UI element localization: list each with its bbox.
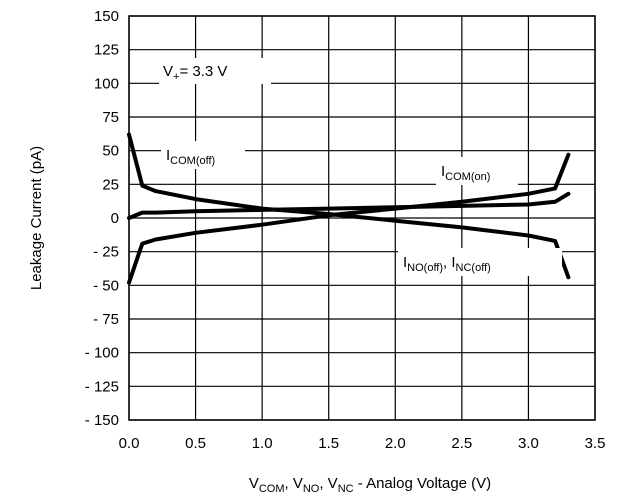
x-axis-label-part: , V: [319, 475, 337, 492]
x-tick-label: 2.0: [385, 435, 406, 452]
y-tick-label: 75: [102, 109, 119, 126]
annotation-icom-off-label-part: I: [166, 147, 170, 164]
y-tick-label: 25: [102, 176, 119, 193]
y-tick-label: - 125: [85, 378, 119, 395]
x-axis-label: VCOM, VNO, VNC - Analog Voltage (V): [249, 475, 491, 495]
annotation-supply-part: V: [163, 63, 173, 80]
series-lines: [127, 132, 571, 285]
annotation-icom-on-label-part: COM(on): [445, 171, 490, 183]
x-tick-label: 1.5: [318, 435, 339, 452]
annotation-icom-off-label-part: COM(off): [170, 155, 215, 167]
x-tick-label: 0.5: [185, 435, 206, 452]
y-tick-label: - 150: [85, 412, 119, 429]
annotation-icom-on-label-part: I: [441, 163, 445, 180]
y-tick-label: - 50: [93, 277, 119, 294]
y-tick-label: 125: [94, 42, 119, 59]
x-tick-label: 3.5: [585, 435, 606, 452]
series-line-icom-on: [127, 152, 571, 285]
x-tick-label: 1.0: [252, 435, 273, 452]
x-tick-labels: 0.0 0.5 1.0 1.5 2.0 2.5 3.0 3.5: [119, 435, 606, 452]
x-tick-label: 0.0: [119, 435, 140, 452]
annotation-ino-label: INO(off), INC(off): [403, 254, 491, 274]
annotation-backing: [398, 248, 562, 276]
y-tick-label: 0: [111, 210, 119, 227]
annotation-supply-part: +: [173, 71, 179, 83]
y-tick-label: - 100: [85, 345, 119, 362]
annotation-supply: V+= 3.3 V: [163, 63, 227, 83]
x-tick-label: 2.5: [451, 435, 472, 452]
x-axis-label-part: NC: [338, 483, 354, 495]
series-line-ino-off: [127, 191, 571, 220]
y-tick-label: - 25: [93, 244, 119, 261]
annotation-backing: [436, 157, 518, 185]
annotation-ino-label-part: I: [403, 254, 407, 271]
annotation-ino-label-part: , I: [443, 254, 456, 271]
annotation-ino-label-part: NC(off): [456, 262, 491, 274]
x-axis-label-part: V: [249, 475, 259, 492]
annotation-ino-label-part: NO(off): [407, 262, 443, 274]
x-axis-label-part: COM: [259, 483, 285, 495]
x-axis-label-part: - Analog Voltage (V): [354, 475, 492, 492]
y-tick-label: 50: [102, 143, 119, 160]
annotation-backing: [161, 141, 245, 169]
y-tick-label: - 75: [93, 311, 119, 328]
x-axis-label-part: NO: [303, 483, 320, 495]
plot-frame: [128, 15, 596, 421]
annotation-supply-part: = 3.3 V: [179, 63, 227, 80]
y-tick-label: 100: [94, 75, 119, 92]
annotation-icom-off-label: ICOM(off): [166, 147, 215, 167]
annotation-icom-on-label: ICOM(on): [441, 163, 490, 183]
y-tick-label: 150: [94, 8, 119, 25]
y-axis-label: Leakage Current (pA): [28, 146, 45, 290]
annotation-backing: [159, 58, 271, 84]
y-tick-labels: 150 125 100 75 50 25 0 - 25 - 50 - 75 - 100 - 125 - …: [85, 8, 119, 429]
x-axis-label-part: , V: [285, 475, 303, 492]
x-tick-label: 3.0: [518, 435, 539, 452]
